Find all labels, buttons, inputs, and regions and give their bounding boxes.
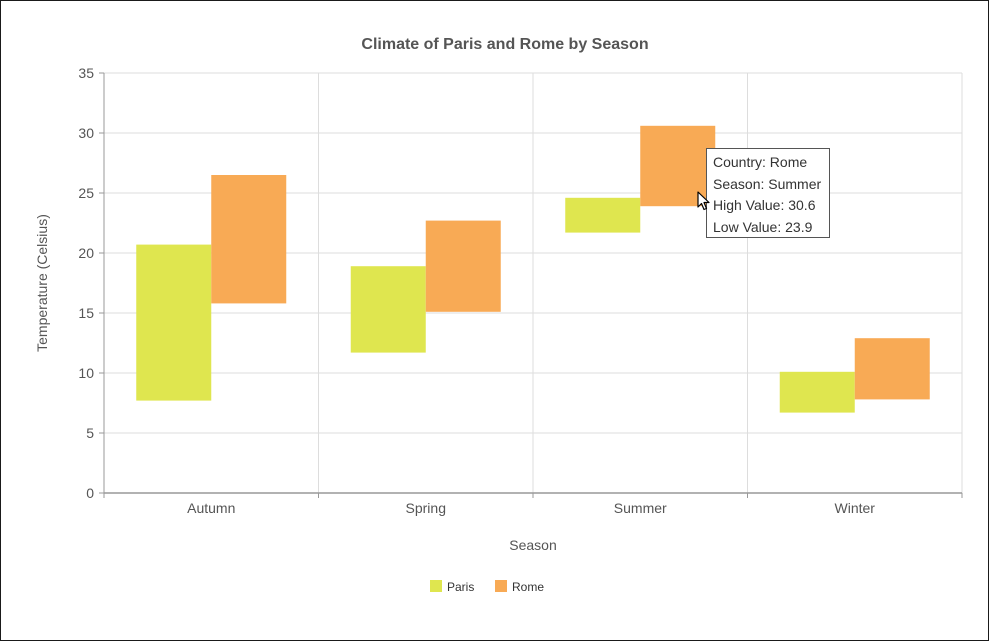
range-bar-rome-winter[interactable] <box>854 338 930 400</box>
range-bar-paris-winter[interactable] <box>779 371 855 413</box>
tooltip-season: Season: Summer <box>713 175 822 192</box>
y-tick-label: 5 <box>86 425 94 441</box>
y-tick-label: 0 <box>86 485 94 501</box>
x-tick-label: Autumn <box>187 500 235 516</box>
axes <box>99 72 963 498</box>
x-tick-label: Spring <box>406 500 446 516</box>
legend-label-rome[interactable]: Rome <box>512 580 544 594</box>
x-tick-label: Winter <box>835 500 876 516</box>
tooltip-high: High Value: 30.6 <box>713 197 816 213</box>
tooltip-low: Low Value: 23.9 <box>713 218 813 235</box>
legend-swatch-rome <box>495 580 507 592</box>
range-bar-paris-spring[interactable] <box>350 266 426 353</box>
y-tick-label: 25 <box>78 185 94 201</box>
x-tick-labels: Autumn Spring Summer Winter <box>187 500 875 516</box>
range-bar-paris-autumn[interactable] <box>136 244 212 401</box>
x-axis-title: Season <box>509 537 556 553</box>
mouse-cursor-icon <box>697 191 710 211</box>
range-bar-rome-spring[interactable] <box>425 220 501 312</box>
y-tick-label: 30 <box>78 125 94 141</box>
y-tick-label: 35 <box>78 65 94 81</box>
tooltip: Country: Rome Season: Summer High Value:… <box>706 148 830 238</box>
grid <box>104 72 963 493</box>
tooltip-country: Country: Rome <box>713 154 808 170</box>
x-tick-label: Summer <box>614 500 667 516</box>
range-bar-rome-summer[interactable] <box>640 125 716 207</box>
legend-label-paris[interactable]: Paris <box>447 580 474 594</box>
y-tick-label: 20 <box>78 245 94 261</box>
y-axis-title: Temperature (Celsius) <box>34 214 50 352</box>
range-bar-rome-autumn[interactable] <box>211 175 287 304</box>
y-tick-label: 15 <box>78 305 94 321</box>
range-bar-paris-summer[interactable] <box>565 197 641 233</box>
y-tick-labels: 0 5 10 15 20 25 30 35 <box>78 65 94 501</box>
y-tick-label: 10 <box>78 365 94 381</box>
bars <box>136 125 930 413</box>
legend-swatch-paris <box>430 580 442 592</box>
chart-title: Climate of Paris and Rome by Season <box>361 36 648 53</box>
legend: Paris Rome <box>430 580 544 594</box>
